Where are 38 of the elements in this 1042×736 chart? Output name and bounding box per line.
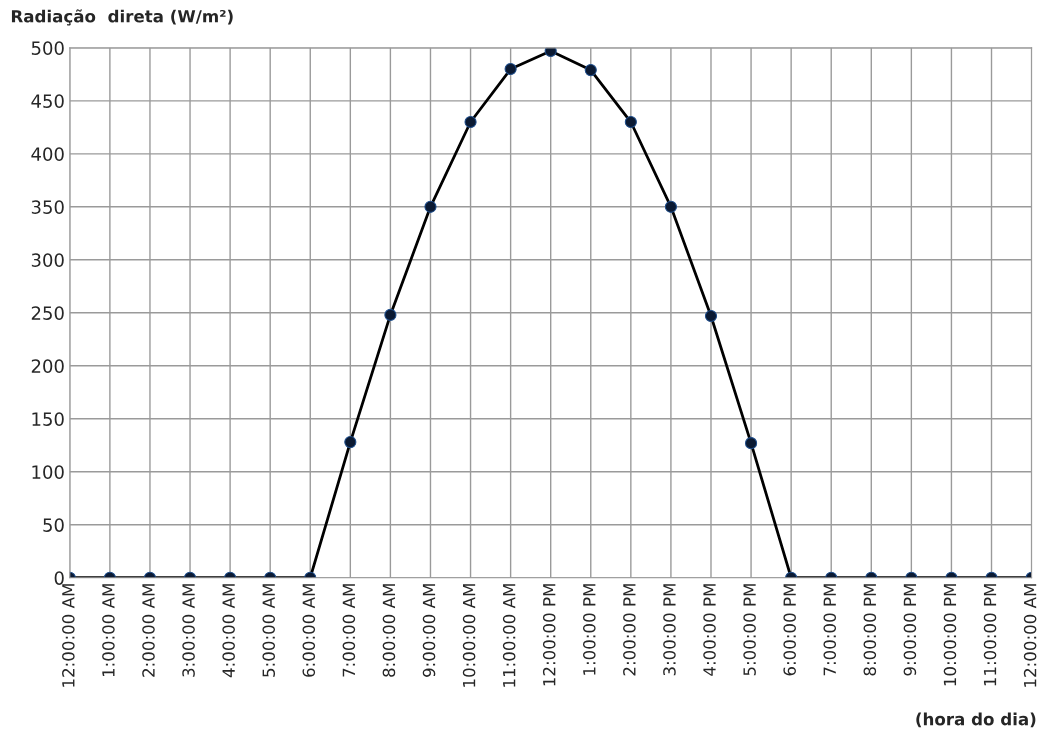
x-tick-label: 2:00:00 PM	[623, 584, 636, 676]
x-tick-label: 8:00:00 PM	[863, 584, 877, 676]
x-tick-label: 5:00:00 AM	[262, 584, 276, 677]
y-tick-label: 300	[31, 253, 64, 267]
x-tick-label: 4:00:00 PM	[703, 584, 716, 676]
x-tick-label: 12:00:00 PM	[542, 584, 556, 686]
x-tick-label: 10:00:00 AM	[462, 584, 476, 687]
y-axis-title: Radiação direta (W/m²)	[11, 9, 233, 26]
y-tick-label: 200	[31, 359, 64, 373]
y-tick-label: 50	[43, 518, 64, 532]
y-tick-label: 100	[32, 465, 64, 479]
x-tick-label: 4:00:00 AM	[222, 584, 235, 678]
x-tick-label: 11:00:00 PM	[983, 584, 997, 686]
y-tick-label: 250	[31, 306, 64, 320]
x-tick-label: 2:00:00 AM	[142, 584, 155, 677]
x-tick-label: 11:00:00 AM	[502, 584, 516, 687]
x-tick-label: 12:00:00 AM	[62, 584, 75, 687]
x-tick-label: 5:00:00 PM	[743, 584, 756, 676]
y-tick-label: 150	[32, 412, 64, 426]
x-axis-title: (hora do dia)	[916, 712, 1036, 728]
x-tick-label: 3:00:00 PM	[663, 584, 676, 676]
y-tick-label: 350	[31, 200, 64, 214]
x-tick-label: 1:00:00 AM	[102, 584, 115, 677]
x-tick-label: 7:00:00 AM	[342, 584, 356, 677]
x-tick-label: 10:00:00 PM	[943, 584, 957, 686]
x-tick-label: 8:00:00 AM	[382, 584, 396, 677]
x-tick-label: 9:00:00 PM	[903, 584, 917, 676]
y-tick-label: 500	[31, 41, 64, 55]
x-tick-label: 6:00:00 AM	[302, 584, 316, 677]
y-tick-label: 400	[31, 147, 64, 161]
x-tick-label: 7:00:00 PM	[823, 584, 837, 676]
y-tick-label: 450	[31, 94, 64, 108]
y-tick-label: 0	[54, 571, 64, 585]
x-tick-label: 1:00:00 PM	[583, 584, 596, 675]
x-tick-label: 3:00:00 AM	[182, 584, 195, 677]
x-tick-label: 12:00:00 AM	[1023, 584, 1037, 687]
x-tick-label: 6:00:00 PM	[783, 584, 796, 676]
x-tick-label: 9:00:00 AM	[422, 584, 436, 677]
